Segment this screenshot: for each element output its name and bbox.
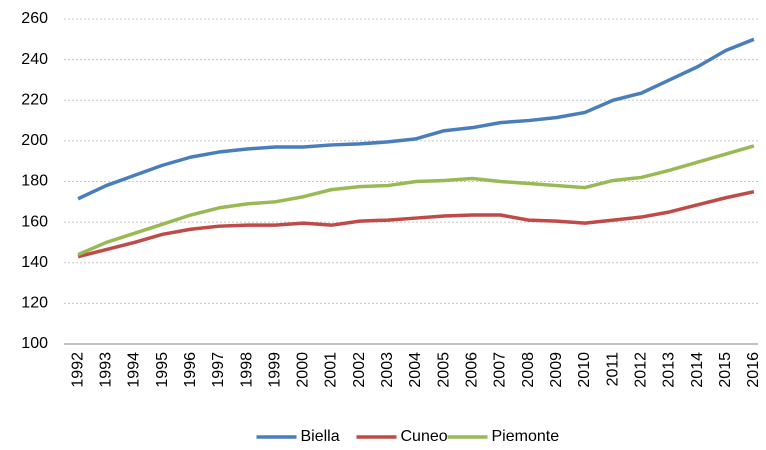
x-tick-label: 2015 (717, 352, 734, 388)
x-tick-label: 2016 (745, 352, 762, 388)
legend-label: Biella (301, 428, 340, 445)
x-tick-label: 2006 (464, 352, 481, 388)
y-tick-label: 160 (21, 213, 48, 230)
x-tick-label: 1998 (238, 352, 255, 388)
x-tick-label: 2007 (492, 352, 509, 388)
x-tick-label: 2005 (435, 352, 452, 388)
x-tick-label: 2011 (604, 352, 621, 387)
x-tick-label: 2002 (351, 352, 368, 388)
x-tick-label: 2012 (632, 352, 649, 388)
y-tick-label: 240 (21, 51, 48, 68)
series-line (77, 144, 755, 257)
y-tick-label: 100 (21, 335, 48, 352)
series-line (77, 37, 755, 201)
legend-label: Cuneo (401, 428, 448, 445)
y-tick-label: 140 (21, 254, 48, 271)
x-tick-label: 1993 (97, 352, 114, 388)
series-line (77, 189, 755, 259)
x-tick-label: 1999 (266, 352, 283, 388)
x-tick-label: 2003 (379, 352, 396, 388)
x-tick-label: 1995 (154, 352, 171, 388)
x-tick-label: 2000 (295, 352, 312, 388)
y-tick-label: 260 (21, 10, 48, 27)
x-tick-label: 2013 (661, 352, 678, 388)
y-tick-label: 180 (21, 173, 48, 190)
x-tick-label: 2008 (520, 352, 537, 388)
x-tick-label: 1997 (210, 352, 227, 388)
y-tick-label: 120 (21, 295, 48, 312)
x-tick-label: 2001 (323, 352, 340, 388)
y-tick-label: 200 (21, 132, 48, 149)
x-tick-label: 2004 (407, 352, 424, 388)
x-tick-label: 1992 (69, 352, 86, 388)
x-tick-label: 2009 (548, 352, 565, 388)
legend-label: Piemonte (492, 428, 560, 445)
y-tick-label: 220 (21, 91, 48, 108)
x-tick-label: 1996 (182, 352, 199, 388)
x-tick-label: 1994 (126, 352, 143, 388)
x-tick-label: 2014 (689, 352, 706, 388)
x-tick-label: 2010 (576, 352, 593, 388)
